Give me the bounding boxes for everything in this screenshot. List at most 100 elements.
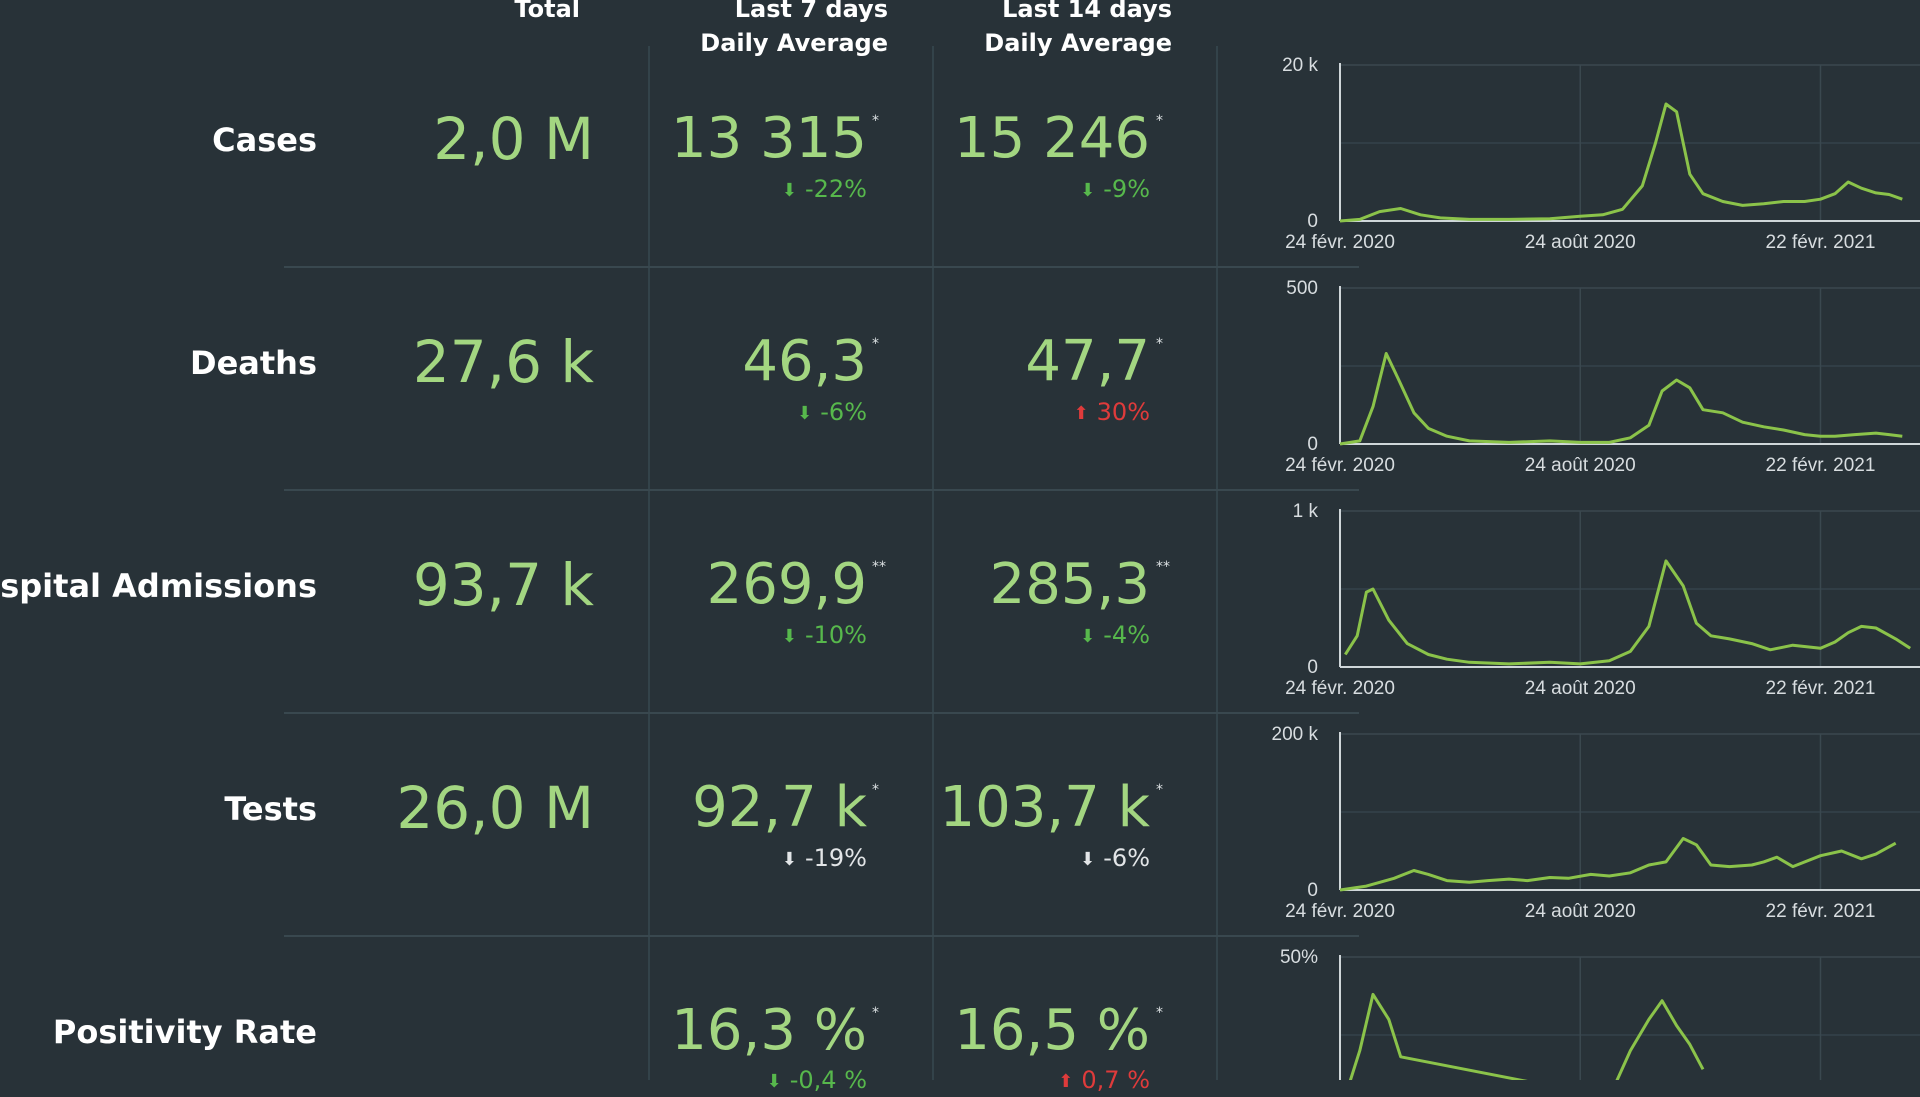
footnote-marker: * <box>872 782 879 798</box>
row-divider <box>284 935 1359 937</box>
avg14-hospital-admissions: 285,3 <box>989 552 1150 617</box>
total-tests: 26,0 M <box>396 774 594 842</box>
header-last14-line2: Daily Average <box>984 29 1172 57</box>
total-deaths: 27,6 k <box>412 328 594 396</box>
header-total: Total <box>380 0 580 26</box>
change14-tests: ⬇ -6% <box>1080 844 1150 875</box>
column-divider <box>1216 46 1218 1080</box>
chart-x-tick-label: 24 févr. 2020 <box>1285 232 1395 253</box>
arrow-up-icon: ⬆ <box>1073 403 1089 424</box>
column-divider <box>932 46 934 1080</box>
change14-positivity-rate: ⬆ 0,7 % <box>1058 1066 1150 1097</box>
change7-value: -6% <box>820 398 867 426</box>
change7-value: -10% <box>804 621 867 649</box>
arrow-down-icon: ⬇ <box>781 849 797 870</box>
chart-y-tick-label: 0 <box>1307 880 1318 901</box>
chart-x-tick-label: 22 févr. 2021 <box>1766 901 1876 922</box>
header-last7-line1: Last 7 days <box>734 0 888 23</box>
arrow-down-icon: ⬇ <box>781 626 797 647</box>
total-cases: 2,0 M <box>433 105 594 173</box>
arrow-down-icon: ⬇ <box>1080 849 1096 870</box>
change14-value: -9% <box>1103 175 1150 203</box>
column-divider <box>648 46 650 1080</box>
row-label-hospital-admissions: Hospital Admissions <box>0 567 317 605</box>
chart-y-tick-label: 0 <box>1307 657 1318 678</box>
change14-hospital-admissions: ⬇ -4% <box>1080 621 1150 652</box>
arrow-up-icon: ⬆ <box>1058 1071 1074 1092</box>
header-total-label: Total <box>514 0 580 23</box>
change14-value: 0,7 % <box>1081 1066 1150 1094</box>
chart-y-tick-label: 0 <box>1307 434 1318 455</box>
footnote-marker: * <box>872 336 879 352</box>
row-divider <box>284 266 1359 268</box>
avg7-positivity-rate: 16,3 % <box>671 998 867 1063</box>
chart-series-line <box>1344 559 1912 666</box>
chart-y-tick-label: 20 k <box>1282 55 1318 76</box>
chart-x-tick-label: 22 févr. 2021 <box>1766 232 1876 253</box>
chart-series-line <box>1339 352 1903 446</box>
chart-y-tick-label: 200 k <box>1272 724 1319 745</box>
footnote-marker: * <box>872 113 879 129</box>
row-label-deaths: Deaths <box>190 344 317 382</box>
avg14-positivity-rate: 16,5 % <box>954 998 1150 1063</box>
change14-value: 30% <box>1096 398 1150 426</box>
chart-x-tick-label: 24 févr. 2020 <box>1285 901 1395 922</box>
arrow-down-icon: ⬇ <box>766 1071 782 1092</box>
change7-deaths: ⬇ -6% <box>797 398 867 429</box>
chart-y-tick-label: 50% <box>1280 947 1318 968</box>
row-divider <box>284 712 1359 714</box>
total-hospital-admissions: 93,7 k <box>412 551 594 619</box>
chart-x-tick-label: 24 août 2020 <box>1525 232 1636 253</box>
chart-x-tick-label: 24 août 2020 <box>1525 678 1636 699</box>
change7-positivity-rate: ⬇ -0,4 % <box>767 1066 867 1097</box>
change7-tests: ⬇ -19% <box>782 844 867 875</box>
change14-deaths: ⬆ 30% <box>1074 398 1150 429</box>
chart-x-tick-label: 24 août 2020 <box>1525 455 1636 476</box>
chart-series-line <box>1339 102 1903 223</box>
chart-series-line <box>1339 837 1897 892</box>
chart-y-tick-label: 1 k <box>1293 501 1319 522</box>
footnote-marker: * <box>872 1005 879 1021</box>
avg7-tests: 92,7 k <box>692 775 867 840</box>
chart-y-tick-label: 0 <box>1307 211 1318 232</box>
row-label-cases: Cases <box>212 121 317 159</box>
avg14-tests: 103,7 k <box>939 775 1150 840</box>
change7-value: -19% <box>804 844 867 872</box>
change14-cases: ⬇ -9% <box>1080 175 1150 206</box>
chart-x-tick-label: 22 févr. 2021 <box>1766 678 1876 699</box>
header-last-7-days: Last 7 days Daily Average <box>688 0 888 60</box>
change7-value: -0,4 % <box>789 1066 867 1094</box>
footnote-marker: ** <box>872 559 886 575</box>
avg7-deaths: 46,3 <box>742 329 867 394</box>
chart-x-tick-label: 24 févr. 2020 <box>1285 455 1395 476</box>
footnote-marker: * <box>1156 336 1163 352</box>
chart-y-tick-label: 500 <box>1286 278 1318 299</box>
avg7-hospital-admissions: 269,9 <box>706 552 867 617</box>
chart-x-tick-label: 24 févr. 2020 <box>1285 678 1395 699</box>
arrow-down-icon: ⬇ <box>1080 180 1096 201</box>
chart-x-tick-label: 22 févr. 2021 <box>1766 455 1876 476</box>
change14-value: -4% <box>1103 621 1150 649</box>
arrow-down-icon: ⬇ <box>797 403 813 424</box>
row-divider <box>284 489 1359 491</box>
footnote-marker: ** <box>1156 559 1170 575</box>
row-label-positivity-rate: Positivity Rate <box>52 1013 317 1051</box>
avg14-cases: 15 246 <box>954 106 1150 171</box>
footnote-marker: * <box>1156 1005 1163 1021</box>
chart-series-line <box>1348 992 1705 1080</box>
header-last7-line2: Daily Average <box>700 29 888 57</box>
change14-value: -6% <box>1103 844 1150 872</box>
header-last-14-days: Last 14 days Daily Average <box>972 0 1172 60</box>
chart-x-tick-label: 24 août 2020 <box>1525 901 1636 922</box>
avg14-deaths: 47,7 <box>1025 329 1150 394</box>
change7-value: -22% <box>804 175 867 203</box>
avg7-cases: 13 315 <box>671 106 867 171</box>
change7-hospital-admissions: ⬇ -10% <box>782 621 867 652</box>
footnote-marker: * <box>1156 113 1163 129</box>
arrow-down-icon: ⬇ <box>781 180 797 201</box>
change7-cases: ⬇ -22% <box>782 175 867 206</box>
row-label-tests: Tests <box>224 790 317 828</box>
arrow-down-icon: ⬇ <box>1080 626 1096 647</box>
header-last14-line1: Last 14 days <box>1002 0 1172 23</box>
footnote-marker: * <box>1156 782 1163 798</box>
